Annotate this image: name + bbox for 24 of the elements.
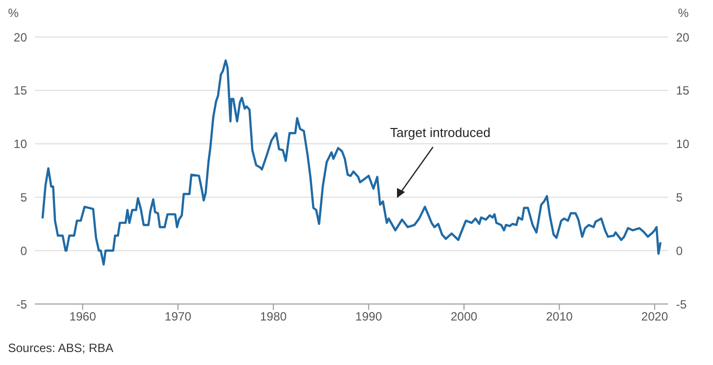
y-axis-title: % [8, 6, 19, 20]
y2-tick-label: 0 [676, 244, 683, 258]
annotation: Target introduced [390, 125, 490, 140]
x-tick-label: 1990 [355, 310, 382, 324]
y-tick-label: 10 [14, 137, 28, 152]
y2-tick-label: -5 [676, 297, 687, 312]
x-tick-label: 1970 [164, 310, 192, 324]
x-tick-label: 2020 [641, 310, 668, 324]
x-tick-label: 2010 [546, 310, 573, 324]
y-tick-label: 15 [14, 84, 28, 98]
y-tick-label: 5 [20, 190, 28, 204]
y2-axis-title: % [678, 6, 689, 20]
y-tick-label: 0 [20, 244, 28, 258]
x-tick-label: 2000 [450, 310, 478, 324]
y2-tick-label: 10 [676, 137, 690, 152]
y2-tick-label: 5 [676, 190, 683, 204]
source-note: Sources: ABS; RBA [8, 341, 114, 355]
y2-tick-label: 20 [676, 30, 690, 44]
y2-tick-label: 15 [676, 84, 690, 98]
x-tick-label: 1960 [69, 310, 96, 324]
x-tick-label: 1980 [260, 310, 287, 324]
line-series [42, 59, 662, 266]
y-tick-label: 20 [14, 30, 28, 44]
y-tick-label: -5 [16, 297, 28, 312]
